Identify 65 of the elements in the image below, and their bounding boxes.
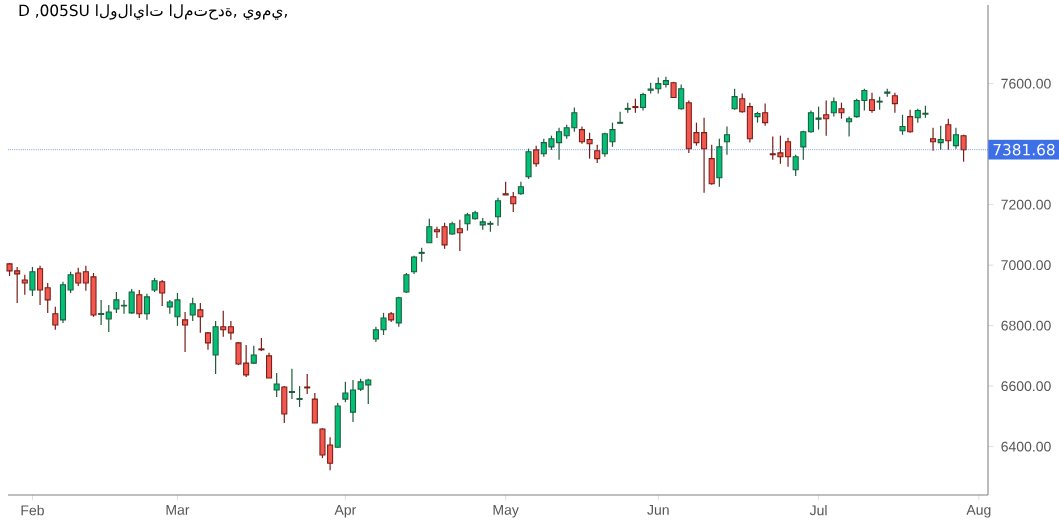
candlestick (731, 88, 738, 111)
candlestick (662, 76, 669, 89)
candlestick (617, 111, 624, 125)
candlestick (952, 127, 960, 150)
x-tick-label: Feb (21, 505, 44, 516)
candlestick (75, 267, 82, 287)
candlestick (182, 311, 189, 353)
candlestick (29, 266, 36, 297)
candlestick (273, 372, 280, 398)
candlestick (594, 144, 601, 164)
candlestick (762, 103, 769, 127)
candlestick (456, 219, 463, 252)
y-tick-label: 7000.00 (1001, 260, 1051, 271)
candlestick (159, 279, 166, 307)
candlestick (891, 92, 898, 114)
candlestick (311, 392, 318, 424)
y-tick-label: 7200.00 (1001, 199, 1051, 210)
candlestick (197, 302, 204, 334)
y-tick-label: 7600.00 (1001, 78, 1051, 89)
candlestick (21, 274, 28, 296)
candlestick (907, 109, 914, 134)
chart-title: D ,005SU الولايات المتحدة, يومي, (19, 4, 287, 20)
y-tick-label: 6800.00 (1001, 320, 1051, 331)
x-tick-label: Jun (647, 505, 669, 515)
x-tick-label: May (493, 505, 519, 518)
candlestick (98, 299, 105, 326)
candlestick (136, 289, 143, 319)
candlestick (44, 282, 51, 314)
candlestick (510, 191, 517, 213)
candlestick (426, 218, 433, 244)
candlestick (52, 306, 59, 331)
candlestick (403, 272, 410, 294)
candlestick (899, 114, 906, 136)
candlestick (868, 92, 876, 114)
candlestick (105, 304, 112, 333)
candlestick (792, 154, 799, 177)
candlestick (800, 130, 807, 161)
x-tick-label: Jul (809, 505, 827, 516)
candlestick (296, 385, 303, 408)
candlestick (265, 352, 273, 379)
candlestick (823, 99, 830, 137)
candlestick (830, 96, 837, 118)
x-tick-label: Apr (334, 505, 357, 518)
x-tick-label: Mar (166, 505, 190, 515)
candlestick (937, 125, 944, 151)
candlestick (189, 297, 196, 322)
x-tick-label: Aug (966, 505, 991, 518)
y-tick-label: 6400.00 (1001, 441, 1051, 452)
candlestick (220, 310, 227, 338)
candlestick (288, 368, 295, 400)
y-tick-label: 6600.00 (1001, 381, 1051, 392)
candlestick (304, 373, 311, 395)
candlestick (227, 320, 234, 341)
candlestick (723, 125, 731, 156)
candlestick (929, 127, 937, 152)
candlestick (945, 118, 952, 151)
candlestick (678, 83, 685, 111)
ref-line-label: 7381.68 (993, 143, 1055, 156)
candlestick (960, 134, 967, 163)
candlestick (37, 265, 44, 306)
candlestick (846, 116, 853, 138)
candlestick (739, 93, 746, 114)
candlestick (494, 197, 502, 227)
candlestick (533, 145, 540, 168)
candlestick (143, 293, 150, 321)
